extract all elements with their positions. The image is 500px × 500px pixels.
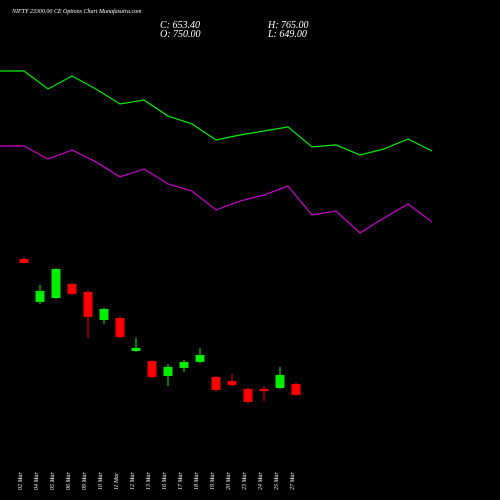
- candle-body: [147, 361, 157, 377]
- open-readout: O: 750.00: [160, 29, 201, 40]
- candle-body: [35, 291, 45, 302]
- candle-body: [131, 347, 141, 352]
- candle-body: [243, 388, 253, 402]
- x-tick-label: 18 Mar: [194, 472, 200, 490]
- chart-title: NIFTY 23300.00 CE Options Chart Munafasu…: [11, 8, 142, 15]
- candle-body: [227, 381, 237, 385]
- low-readout: L: 649.00: [267, 29, 307, 40]
- x-tick-label: 11 Mar: [114, 472, 120, 490]
- candle-body: [163, 366, 173, 377]
- x-tick-label: 10 Mar: [98, 472, 104, 490]
- x-tick-label: 05 Mar: [50, 472, 56, 490]
- candle-body: [195, 355, 205, 362]
- x-tick-label: 24 Mar: [257, 472, 264, 490]
- candle-body: [115, 317, 125, 337]
- x-tick-label: 20 Mar: [226, 472, 232, 490]
- candle-body: [259, 388, 269, 392]
- x-tick-label: 27 Mar: [290, 472, 296, 490]
- x-tick-label: 02 Mar: [18, 472, 24, 490]
- x-tick-label: 16 Mar: [162, 472, 168, 490]
- x-tick-label: 09 Mar: [82, 472, 88, 490]
- close-readout: C: 653.40: [160, 20, 200, 31]
- indicator-line: [0, 70, 433, 156]
- candle-body: [211, 376, 221, 390]
- x-tick-label: 23 Mar: [242, 472, 248, 490]
- x-tick-label: 25 Mar: [274, 472, 280, 490]
- candle-body: [51, 268, 61, 298]
- candle-body: [67, 283, 77, 294]
- x-tick-label: 13 Mar: [146, 472, 152, 490]
- candle-body: [291, 383, 301, 395]
- candle-body: [275, 375, 285, 388]
- candle-body: [179, 361, 189, 368]
- x-tick-label: 19 Mar: [210, 472, 216, 490]
- x-tick-label: 04 Mar: [33, 472, 40, 490]
- high-readout: H: 765.00: [267, 20, 309, 31]
- x-tick-label: 12 Mar: [130, 472, 136, 490]
- candle-body: [83, 291, 93, 317]
- candle-body: [99, 308, 109, 320]
- indicator-line: [0, 145, 433, 234]
- candle-body: [19, 258, 29, 263]
- x-tick-label: 06 Mar: [66, 472, 72, 490]
- x-tick-label: 17 Mar: [178, 472, 184, 490]
